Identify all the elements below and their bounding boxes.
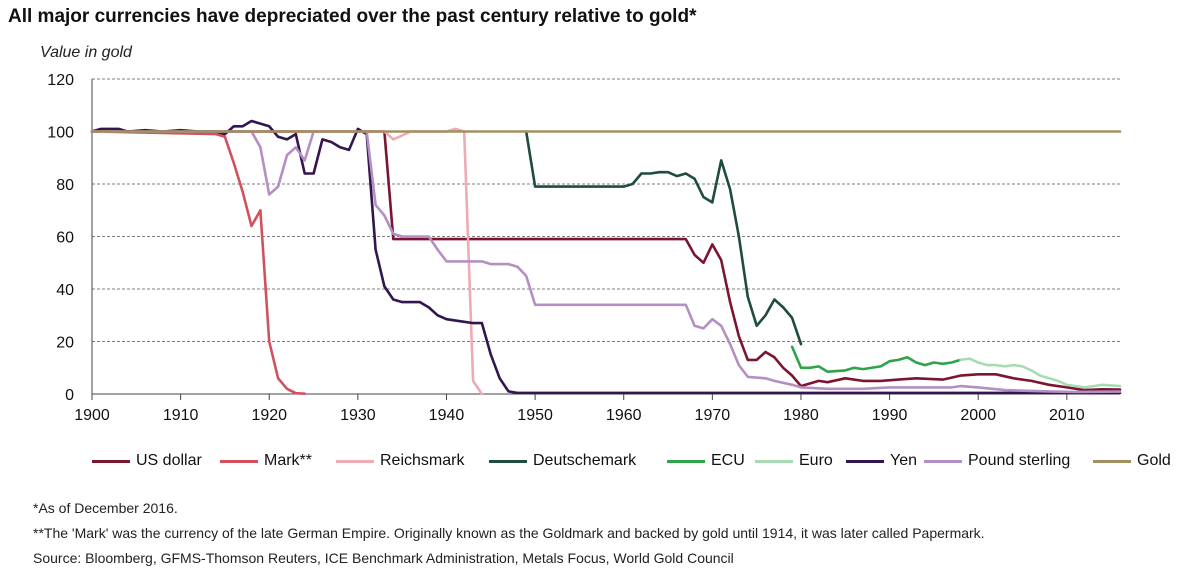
legend-item-gold: Gold — [1093, 450, 1171, 472]
x-tick-label: 1990 — [872, 407, 908, 424]
y-axis-label: Value in gold — [40, 44, 132, 61]
y-tick-label: 40 — [56, 282, 74, 299]
legend-swatch — [755, 459, 793, 463]
series-line-us-dollar — [90, 130, 1122, 392]
legend-item-reichsmark: Reichsmark — [336, 450, 464, 472]
y-tick-label: 80 — [56, 177, 74, 194]
series-line-deutschemark — [524, 130, 803, 346]
legend-label: Gold — [1137, 452, 1171, 469]
legend-item-euro: Euro — [755, 450, 833, 472]
y-tick-label: 100 — [47, 125, 74, 142]
legend-item-pound-sterling: Pound sterling — [924, 450, 1070, 472]
legend-label: Deutschemark — [533, 452, 637, 469]
footnote-mark: **The 'Mark' was the currency of the lat… — [33, 525, 985, 541]
legend-label: Yen — [890, 452, 917, 469]
x-tick-label: 2000 — [960, 407, 996, 424]
line-chart: 0 20 40 60 80 100 120 1900 1910 1920 1930 1940 1950 1… — [47, 72, 1122, 424]
series-line-euro — [959, 357, 1122, 389]
x-tick-label: 2010 — [1049, 407, 1085, 424]
legend-item-deutschemark: Deutschemark — [489, 450, 636, 472]
legend-swatch — [220, 459, 258, 463]
legend-swatch — [92, 459, 130, 463]
footnote-asof: *As of December 2016. — [33, 500, 178, 516]
legend-swatch — [667, 459, 705, 463]
x-tick-label: 1900 — [74, 407, 110, 424]
chart-title: All major currencies have depreciated ov… — [8, 6, 697, 27]
footnotes: *As of December 2016. **The 'Mark' was t… — [33, 496, 985, 571]
legend-swatch — [489, 459, 527, 463]
x-tick-label: 1930 — [340, 407, 376, 424]
x-tick-label: 1970 — [695, 407, 731, 424]
legend-label: US dollar — [136, 452, 202, 469]
y-tick-label: 0 — [65, 387, 74, 404]
y-tick-label: 20 — [56, 335, 74, 352]
series-line-mark — [90, 130, 306, 395]
x-tick-label: 1920 — [251, 407, 287, 424]
legend-label: Reichsmark — [380, 452, 465, 469]
legend-swatch — [1093, 459, 1131, 463]
legend-swatch — [846, 459, 884, 463]
legend-label: Pound sterling — [968, 452, 1071, 469]
legend-item-ecu: ECU — [667, 450, 745, 472]
legend-swatch — [336, 459, 374, 463]
legend-item-mark: Mark** — [220, 450, 312, 472]
x-tick-label: 1980 — [783, 407, 819, 424]
legend-label: Mark** — [264, 452, 313, 469]
x-tick-label: 1940 — [429, 407, 465, 424]
series-line-yen — [90, 119, 1122, 395]
x-tick-label: 1960 — [606, 407, 642, 424]
y-tick-label: 60 — [56, 230, 74, 247]
legend-item-yen: Yen — [846, 450, 917, 472]
legend-label: ECU — [711, 452, 745, 469]
series-line-ecu — [790, 345, 962, 373]
y-tick-label: 120 — [47, 72, 74, 89]
x-tick-label: 1910 — [163, 407, 199, 424]
footnote-source: Source: Bloomberg, GFMS-Thomson Reuters,… — [33, 550, 734, 566]
legend-label: Euro — [799, 452, 833, 469]
chart-legend: US dollar Mark** Reichsmark Deutschemark ECU… — [0, 450, 1202, 472]
x-tick-label: 1950 — [517, 407, 553, 424]
series-line-pound-sterling — [90, 130, 1122, 394]
legend-item-us-dollar: US dollar — [92, 450, 202, 472]
legend-swatch — [924, 459, 962, 463]
